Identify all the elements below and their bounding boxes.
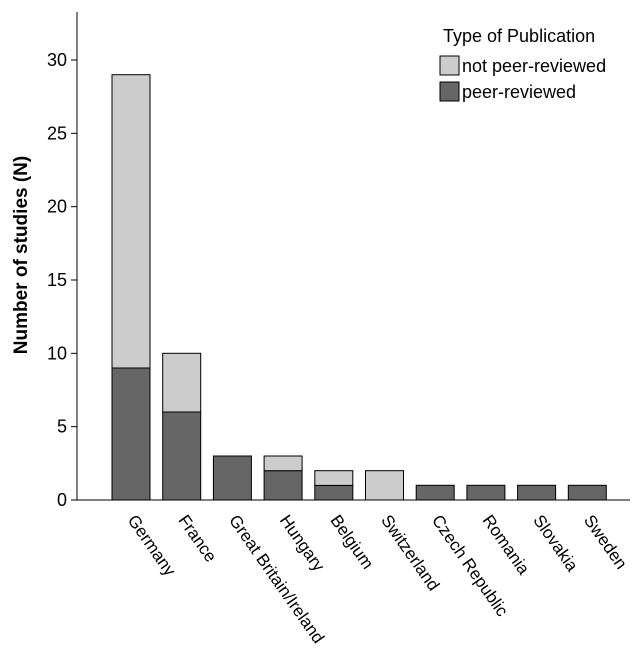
y-ticks-group: 0 5 10 15 20 25 30	[47, 50, 77, 510]
x-category-label: Great Britain/Ireland	[225, 511, 328, 647]
bar-peer-reviewed-9	[567, 484, 607, 501]
bar-not-peer-reviewed-1	[162, 352, 202, 413]
y-tick-label: 30	[47, 50, 67, 70]
legend-label: not peer-reviewed	[462, 56, 606, 76]
x-category-label: Belgium	[327, 511, 378, 572]
bars-group	[111, 74, 607, 501]
legend-label: peer-reviewed	[462, 82, 576, 102]
bar-peer-reviewed-4	[314, 484, 354, 501]
x-category-label: Germany	[124, 511, 180, 580]
x-category-label: France	[174, 511, 220, 565]
bar-peer-reviewed-2	[212, 455, 252, 501]
bar-not-peer-reviewed-4	[314, 470, 354, 486]
x-category-label: Hungary	[276, 511, 329, 575]
y-tick-label: 5	[57, 417, 67, 437]
legend-swatch	[439, 81, 460, 102]
bar-not-peer-reviewed-3	[263, 455, 303, 472]
bar-not-peer-reviewed-5	[365, 470, 404, 501]
x-category-label: Sweden	[580, 511, 631, 572]
bar-peer-reviewed-1	[162, 411, 202, 501]
legend-title: Type of Publication	[443, 26, 595, 46]
axes-group	[76, 12, 630, 501]
x-category-label: Romania	[479, 511, 534, 578]
y-tick-label: 25	[47, 123, 67, 143]
x-category-label: Slovakia	[529, 511, 582, 575]
bar-peer-reviewed-0	[111, 367, 151, 501]
y-tick-label: 0	[57, 490, 67, 510]
bar-peer-reviewed-3	[263, 470, 303, 501]
y-tick-label: 20	[47, 197, 67, 217]
bar-peer-reviewed-7	[466, 484, 506, 501]
bar-not-peer-reviewed-0	[111, 74, 151, 369]
bar-peer-reviewed-6	[415, 484, 455, 501]
legend-swatch	[439, 55, 460, 76]
legend: Type of Publication not peer-reviewed pee…	[439, 26, 606, 102]
y-tick-label: 15	[47, 270, 67, 290]
bar-peer-reviewed-8	[517, 484, 557, 501]
y-tick-label: 10	[47, 343, 67, 363]
legend-items: not peer-reviewed peer-reviewed	[439, 55, 606, 102]
y-axis-title: Number of studies (N)	[11, 156, 32, 354]
